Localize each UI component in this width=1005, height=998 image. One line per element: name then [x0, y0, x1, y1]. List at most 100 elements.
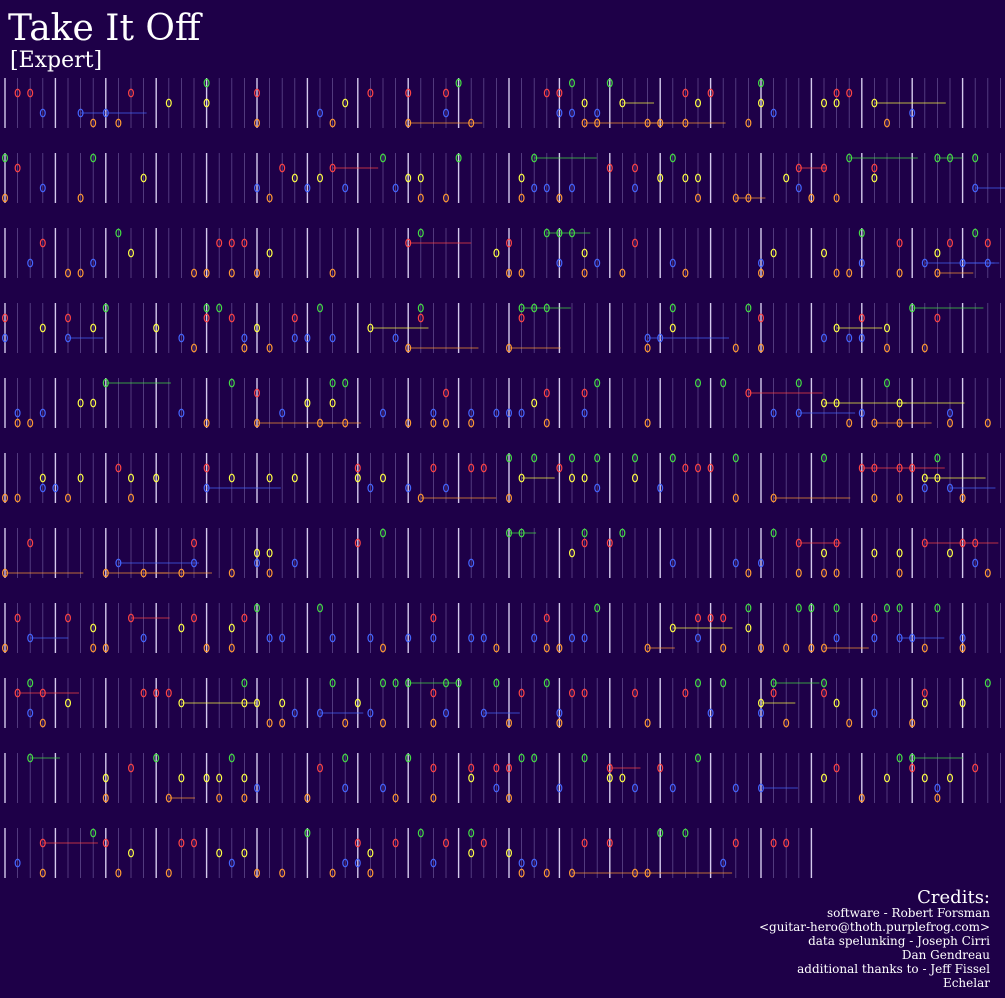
note	[493, 678, 500, 688]
note	[443, 418, 450, 428]
note	[694, 173, 701, 183]
note	[921, 688, 928, 698]
note	[518, 173, 525, 183]
note	[480, 838, 487, 848]
note	[329, 118, 336, 128]
note	[354, 538, 361, 548]
note	[909, 463, 916, 473]
note	[165, 793, 172, 803]
note	[556, 108, 563, 118]
note	[858, 228, 865, 238]
note	[619, 98, 626, 108]
note	[556, 88, 563, 98]
note	[39, 838, 46, 848]
note	[178, 623, 185, 633]
credits-lines: software - Robert Forsman<guitar-hero@th…	[759, 906, 990, 990]
note	[115, 118, 122, 128]
note	[972, 153, 979, 163]
note	[694, 463, 701, 473]
note	[317, 173, 324, 183]
note	[934, 153, 941, 163]
note	[946, 548, 953, 558]
note	[808, 603, 815, 613]
note	[631, 183, 638, 193]
note	[921, 773, 928, 783]
note	[757, 783, 764, 793]
note	[468, 828, 475, 838]
note	[594, 453, 601, 463]
note	[631, 238, 638, 248]
note	[984, 568, 991, 578]
note	[468, 558, 475, 568]
note	[833, 763, 840, 773]
note	[178, 568, 185, 578]
note	[27, 753, 34, 763]
note	[959, 633, 966, 643]
note	[367, 633, 374, 643]
note	[946, 408, 953, 418]
note	[934, 603, 941, 613]
note	[380, 643, 387, 653]
note	[543, 418, 550, 428]
note	[27, 88, 34, 98]
note	[543, 88, 550, 98]
note	[203, 483, 210, 493]
note	[644, 118, 651, 128]
note	[896, 603, 903, 613]
note	[443, 108, 450, 118]
note	[770, 248, 777, 258]
note	[216, 303, 223, 313]
note	[921, 643, 928, 653]
note	[518, 528, 525, 538]
note	[329, 268, 336, 278]
note	[506, 453, 513, 463]
note	[531, 453, 538, 463]
note	[27, 708, 34, 718]
note	[871, 463, 878, 473]
note	[871, 633, 878, 643]
note	[354, 463, 361, 473]
note	[203, 98, 210, 108]
note	[959, 538, 966, 548]
note	[27, 678, 34, 688]
note	[568, 473, 575, 483]
note	[745, 303, 752, 313]
note	[90, 643, 97, 653]
note	[757, 343, 764, 353]
note	[896, 238, 903, 248]
note	[380, 678, 387, 688]
note	[518, 268, 525, 278]
note	[959, 493, 966, 503]
note	[14, 613, 21, 623]
note	[405, 118, 412, 128]
note	[254, 418, 261, 428]
note	[443, 708, 450, 718]
note	[430, 613, 437, 623]
note	[631, 783, 638, 793]
note	[820, 688, 827, 698]
note	[518, 868, 525, 878]
note	[216, 773, 223, 783]
note-rows	[1, 78, 1005, 878]
note	[543, 678, 550, 688]
note-row	[4, 753, 1001, 803]
note	[304, 398, 311, 408]
note	[203, 463, 210, 473]
note	[203, 313, 210, 323]
note	[90, 623, 97, 633]
note	[493, 248, 500, 258]
note	[392, 678, 399, 688]
note	[266, 548, 273, 558]
note	[669, 783, 676, 793]
note	[745, 193, 752, 203]
note	[833, 603, 840, 613]
note	[657, 483, 664, 493]
note	[115, 558, 122, 568]
note	[896, 463, 903, 473]
note	[1, 153, 9, 163]
note	[367, 323, 374, 333]
note	[493, 408, 500, 418]
note	[430, 408, 437, 418]
note	[556, 258, 563, 268]
